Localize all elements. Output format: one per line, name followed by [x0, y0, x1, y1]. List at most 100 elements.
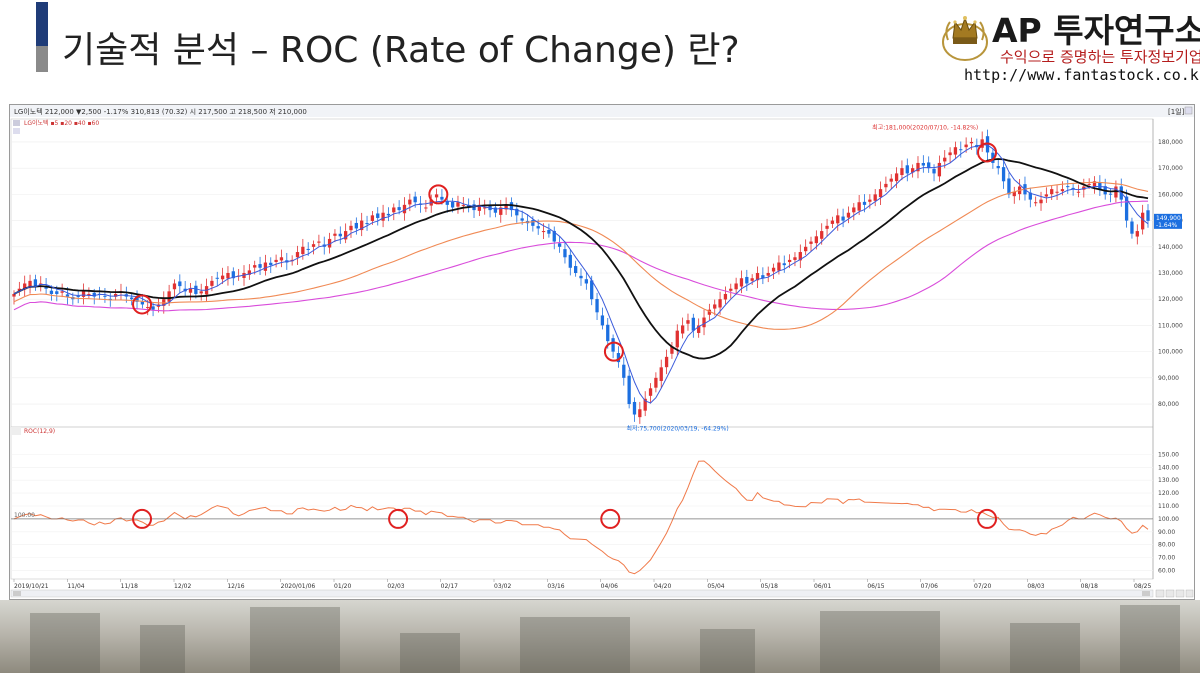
candle-body	[135, 296, 139, 302]
candle-body	[852, 207, 856, 213]
candle-body	[504, 204, 508, 210]
candle-body	[691, 317, 695, 331]
last-price-badge	[1154, 213, 1182, 229]
candle-body	[804, 246, 808, 252]
candle-body	[889, 178, 893, 182]
roc-signal-marker	[388, 508, 409, 529]
x-tick-label: 01/20	[334, 583, 351, 590]
ma40-line	[13, 181, 1149, 330]
candle-body	[188, 288, 193, 293]
candle-body	[809, 241, 813, 244]
candle-body	[247, 270, 252, 275]
price-y-tick-label: 100,000	[1158, 349, 1183, 356]
candle-body	[1108, 193, 1113, 195]
candle-body	[595, 299, 599, 313]
price-y-tick-label: 90,000	[1158, 375, 1179, 382]
candle-body	[231, 271, 235, 279]
candle-body	[707, 309, 712, 315]
candle-body	[413, 196, 417, 203]
candle-body	[477, 204, 482, 211]
candle-body	[1001, 167, 1006, 182]
logo-url[interactable]: http://www.fantastock.co.kr	[964, 66, 1200, 84]
candle-body	[1130, 221, 1134, 234]
roc-line	[13, 460, 1149, 575]
candle-body	[306, 248, 310, 250]
candle-body	[354, 222, 358, 229]
candle-body	[450, 201, 455, 208]
candle-body	[948, 152, 952, 156]
reset-view-icon[interactable]	[1175, 589, 1185, 598]
candle-body	[274, 259, 278, 262]
candle-body	[408, 199, 412, 205]
candle-body	[868, 199, 872, 202]
candle-body	[750, 278, 754, 281]
slide-title: 기술적 분석 – ROC (Rate of Change) 란?	[62, 30, 740, 71]
candle-body	[611, 338, 615, 352]
logo-tagline: 수익으로 증명하는 투자정보기업	[1000, 48, 1200, 66]
candle-body	[729, 288, 733, 291]
candle-body	[734, 283, 738, 290]
ma60-line	[13, 200, 1148, 312]
chart-close-icon[interactable]	[1184, 106, 1193, 115]
chart-scrollbar[interactable]	[10, 589, 1154, 598]
candle-body	[814, 236, 819, 244]
candle-body	[301, 246, 305, 255]
candle-body	[1039, 199, 1043, 204]
candle-body	[568, 254, 572, 268]
price-y-tick-label: 140,000	[1158, 244, 1183, 251]
price-panel-toggle-icon[interactable]	[13, 120, 20, 126]
candle-body	[55, 291, 59, 294]
candle-body	[1135, 231, 1139, 237]
candle-body	[846, 212, 851, 218]
candle-body	[386, 213, 391, 216]
candle-body	[1071, 187, 1075, 190]
roc-reference-label: 100.00	[14, 512, 35, 519]
candle-body	[269, 262, 273, 266]
candle-body	[376, 213, 380, 218]
candle-body	[295, 252, 300, 258]
candle-body	[702, 317, 706, 328]
price-y-tick-label: 80,000	[1158, 401, 1179, 408]
candle-body	[381, 212, 385, 221]
candle-body	[894, 173, 899, 182]
candle-body	[959, 149, 963, 151]
x-tick-label: 11/18	[121, 583, 138, 590]
roc-y-tick-label: 150.00	[1158, 451, 1179, 458]
scroll-right-icon[interactable]	[1142, 591, 1150, 596]
price-panel-settings-icon[interactable]	[13, 128, 20, 134]
candle-body	[659, 367, 663, 381]
scroll-left-icon[interactable]	[13, 591, 21, 596]
candle-body	[151, 306, 155, 310]
candle-body	[964, 144, 968, 148]
title-accent-bar	[36, 2, 48, 72]
zoom-in-icon[interactable]	[1165, 589, 1175, 598]
chart-header-strip	[10, 105, 1194, 117]
candle-body	[787, 259, 792, 263]
candle-body	[23, 283, 27, 290]
ma5-line	[13, 144, 1149, 404]
settings-icon[interactable]	[1185, 589, 1194, 598]
chart-period-label[interactable]: [1일]	[1168, 107, 1185, 116]
x-tick-label: 03/02	[494, 583, 511, 590]
roc-panel-border	[10, 426, 1154, 580]
x-tick-label: 03/16	[547, 583, 564, 590]
candle-body	[675, 330, 679, 348]
candle-body	[1092, 181, 1097, 187]
candle-body	[402, 204, 407, 214]
price-legend: LG이노텍 ▪5 ▪20 ▪40 ▪60	[24, 119, 99, 127]
zoom-out-icon[interactable]	[1155, 589, 1165, 598]
roc-signal-marker	[977, 508, 998, 529]
candle-body	[467, 204, 471, 208]
candle-body	[825, 225, 829, 229]
candle-body	[317, 241, 321, 243]
stock-chart-frame: LG이노텍 212,000 ▼2,500 -1.17% 310,813 (70.…	[9, 104, 1195, 600]
candle-body	[515, 208, 519, 216]
price-low-annotation: 최저:75,700(2020/03/19, -64.29%)	[626, 425, 728, 433]
candle-body	[600, 315, 605, 326]
roc-y-tick-label: 100.00	[1158, 516, 1179, 523]
candle-body	[648, 388, 653, 396]
candle-body	[333, 233, 337, 236]
price-signal-marker	[132, 294, 153, 315]
roc-y-tick-label: 120.00	[1158, 490, 1179, 497]
roc-panel-header-icon[interactable]	[11, 427, 21, 435]
